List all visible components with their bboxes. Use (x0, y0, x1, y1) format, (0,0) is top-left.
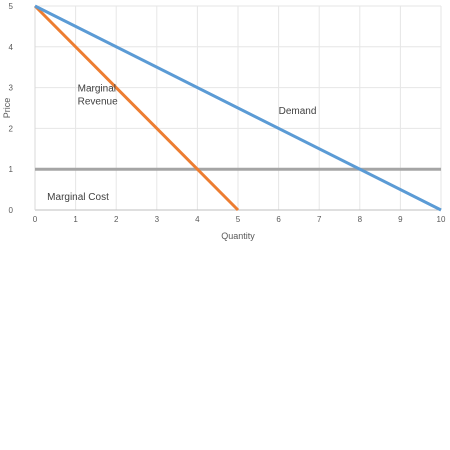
x-axis-label: Quantity (221, 231, 255, 241)
x-tick-label: 0 (33, 215, 38, 224)
y-tick-label: 3 (9, 84, 14, 93)
annotation-line: Marginal (78, 84, 116, 95)
x-tick-label: 10 (437, 215, 446, 224)
x-tick-label: 6 (276, 215, 281, 224)
x-tick-label: 4 (195, 215, 200, 224)
y-tick-label: 4 (9, 43, 14, 52)
annotation-line: Revenue (78, 97, 118, 108)
marginal-cost-annotation: Marginal Cost (47, 192, 109, 203)
x-tick-label: 1 (73, 215, 78, 224)
annotations: Demand Marginal Revenue Marginal Cost (47, 84, 316, 203)
marginal-revenue-line (33, 4, 240, 212)
series-lines (33, 4, 442, 212)
y-tick-label: 0 (9, 206, 14, 215)
y-tick-label: 5 (9, 2, 14, 11)
y-tick-label: 2 (9, 124, 14, 133)
annotation-line: Demand (279, 106, 317, 117)
y-tick-label: 1 (9, 165, 14, 174)
demand-line (34, 4, 442, 212)
x-tick-label: 9 (398, 215, 403, 224)
marginal-revenue-annotation: Marginal Revenue (78, 84, 118, 108)
x-tick-label: 3 (155, 215, 160, 224)
tick-labels: 0 1 2 3 4 5 6 7 8 9 10 0 1 2 3 4 5 (9, 2, 446, 224)
annotation-line: Marginal Cost (47, 192, 109, 203)
x-tick-label: 5 (236, 215, 241, 224)
y-axis-label: Price (2, 98, 12, 119)
axis-labels: Quantity Price (2, 98, 255, 241)
x-tick-label: 8 (358, 215, 363, 224)
x-tick-label: 2 (114, 215, 119, 224)
x-tick-label: 7 (317, 215, 322, 224)
demand-annotation: Demand (279, 106, 317, 117)
